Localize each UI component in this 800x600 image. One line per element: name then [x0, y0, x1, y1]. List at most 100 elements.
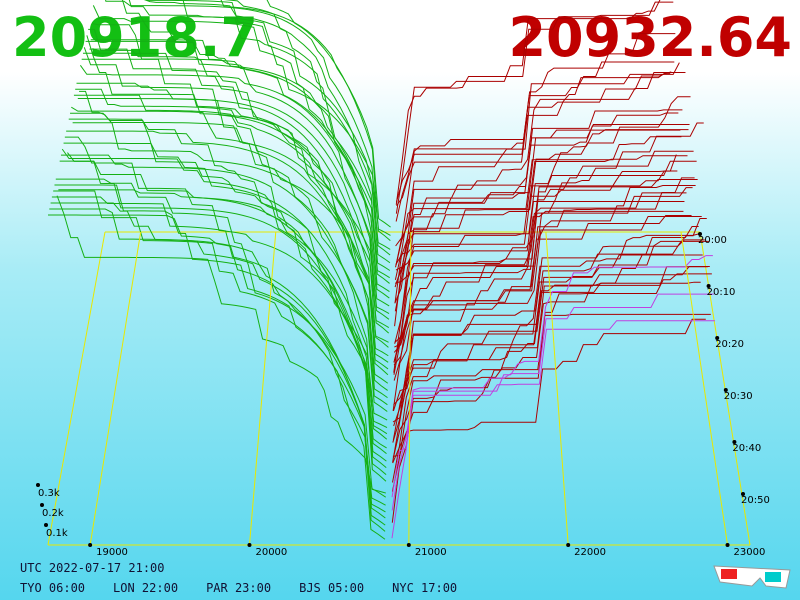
bid-depth-line	[60, 154, 387, 468]
ask-depth-line	[394, 72, 686, 304]
ask-depth-line	[394, 200, 685, 288]
tick-dot	[40, 503, 44, 507]
ask-depth-line	[392, 217, 707, 443]
time-label: 20:40	[732, 443, 761, 454]
time-label: 20:30	[724, 391, 753, 402]
ask-depth-line	[393, 177, 695, 366]
clock: PAR 23:00	[206, 581, 272, 595]
bid-depth-line	[143, 0, 390, 284]
bid-depth-line	[105, 0, 391, 256]
bid-depth-line	[88, 28, 390, 320]
bid-depth-line	[67, 152, 388, 435]
bid-depth-line	[128, 0, 391, 250]
frame-line	[47, 231, 106, 546]
bid-depth-line	[50, 202, 386, 526]
ask-depth-line	[393, 96, 691, 361]
tick-dot	[247, 543, 252, 547]
ask-depth-line	[393, 160, 697, 363]
bid-depth-line	[63, 142, 387, 455]
frame-line	[545, 231, 569, 546]
frame-line	[89, 231, 142, 546]
bid-depth-line	[85, 40, 390, 334]
bid-depth-line	[49, 208, 386, 532]
ask-depth-line	[392, 266, 708, 464]
ask-depth-line	[395, 210, 684, 284]
tick-dot	[44, 523, 48, 527]
price-label: 21000	[415, 547, 447, 558]
tick-dot	[36, 483, 40, 487]
tick-dot	[723, 388, 728, 392]
tick-dot	[725, 543, 730, 547]
tick-dot	[88, 543, 93, 547]
ask-depth-line	[391, 255, 713, 511]
bid-depth-line	[72, 122, 388, 406]
ask-depth-line	[392, 281, 701, 412]
bid-depth-line	[55, 178, 387, 498]
ask-depth-line	[392, 266, 710, 483]
bid-depth-line	[86, 35, 390, 328]
depth-label: 0.2k	[42, 508, 64, 519]
ask-depth-line	[395, 1, 674, 205]
ask-depth-line	[394, 155, 688, 304]
bid-depth-line	[48, 214, 386, 540]
time-label: 20:10	[707, 287, 736, 298]
ask-depth-line	[395, 170, 678, 265]
ask-depth-line	[391, 293, 714, 498]
world-clocks: TYO 06:00 LON 22:00 PAR 23:00 BJS 05:00 NYC …	[20, 581, 485, 595]
frame-line	[248, 231, 277, 546]
utc-time: UTC 2022-07-17 21:00	[20, 561, 165, 575]
bid-depth-line	[61, 148, 387, 462]
ask-depth-line	[395, 62, 680, 247]
ask-depth-line	[393, 150, 694, 381]
bid-depth-line	[53, 190, 386, 513]
bid-depth-line	[89, 48, 390, 314]
ask-depth-line	[392, 240, 709, 463]
ask-depth-line	[394, 123, 690, 327]
time-label: 20:20	[715, 339, 744, 350]
bid-depth-line	[82, 52, 389, 348]
price-label: 22000	[574, 547, 606, 558]
clock: LON 22:00	[113, 581, 179, 595]
frame-line	[408, 231, 412, 546]
time-label: 20:50	[741, 495, 770, 506]
ask-depth-line	[395, 0, 661, 214]
clock: NYC 17:00	[392, 581, 458, 595]
tick-dot	[406, 543, 411, 547]
bid-depth-line	[83, 47, 389, 343]
bid-depth-line	[56, 195, 386, 494]
price-label: 19000	[96, 547, 128, 558]
ask-depth-line	[391, 273, 712, 523]
bid-price: 20918.7	[12, 6, 258, 69]
ask-depth-line	[392, 318, 706, 457]
ask-depth-line	[392, 122, 704, 411]
tick-dot	[566, 543, 571, 547]
bid-depth-line	[70, 112, 388, 421]
bid-depth-line	[66, 130, 388, 440]
bid-depth-line	[71, 106, 388, 412]
ask-depth-line	[391, 320, 715, 539]
ask-depth-line	[395, 154, 677, 271]
price-label: 20000	[255, 547, 287, 558]
ask-depth-line	[395, 71, 672, 203]
bid-depth-line	[77, 98, 389, 376]
time-label: 20:00	[698, 235, 727, 246]
ask-depth-line	[391, 313, 711, 492]
ask-depth-line	[393, 225, 699, 427]
ask-depth-line	[394, 192, 687, 343]
tick-dot	[732, 440, 737, 444]
bid-depth-line	[58, 189, 387, 482]
ask-depth-line	[393, 184, 696, 375]
ask-depth-line	[392, 254, 703, 459]
tick-dot	[698, 232, 702, 236]
tick-dot	[706, 284, 711, 288]
tick-dot	[741, 492, 745, 496]
ask-depth-line	[395, 61, 675, 222]
ask-price: 20932.64	[508, 6, 792, 69]
ask-depth-line	[395, 112, 679, 285]
ask-depth-line	[394, 136, 682, 280]
bid-depth-line	[73, 94, 388, 399]
tick-dot	[715, 336, 720, 340]
ask-depth-line	[393, 178, 698, 373]
clock: TYO 06:00	[20, 581, 86, 595]
